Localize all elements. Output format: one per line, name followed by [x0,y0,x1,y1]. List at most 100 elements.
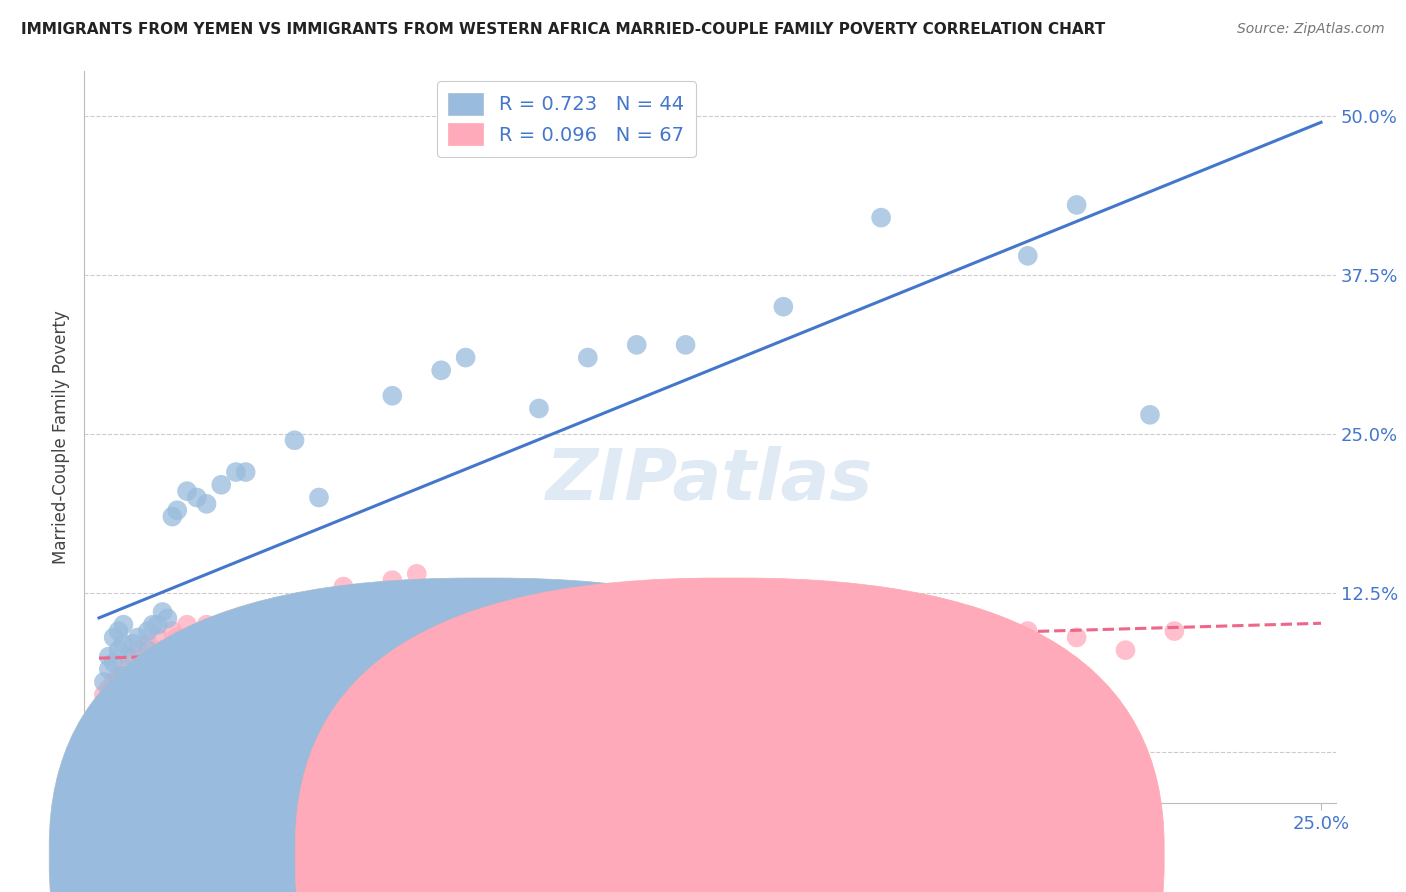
Point [132,656,155,670]
Y-axis label: Married-Couple Family Poverty: Married-Couple Family Poverty [52,310,70,564]
Point [420,637,443,651]
Point [112,688,135,702]
Point [186,491,208,505]
Point [117,668,139,682]
Point [332,580,354,594]
Point [112,668,135,682]
Point [112,662,135,676]
Point [136,637,159,651]
Point [274,637,297,651]
Point [93,706,115,721]
Point [93,675,115,690]
Legend: R = 0.723   N = 44, R = 0.096   N = 67: R = 0.723 N = 44, R = 0.096 N = 67 [437,81,696,157]
Point [322,624,344,638]
Point [103,675,125,690]
Point [136,643,159,657]
Point [122,637,145,651]
Point [381,573,404,587]
Point [225,465,247,479]
Point [146,617,169,632]
Point [186,631,208,645]
Point [772,649,794,664]
Point [967,637,990,651]
Point [235,611,257,625]
Point [527,401,550,416]
Point [308,491,330,505]
Point [142,617,165,632]
Point [107,681,129,696]
Point [381,389,404,403]
Point [97,662,120,676]
Point [235,465,257,479]
Point [772,300,794,314]
Point [162,624,184,638]
Point [626,662,648,676]
Point [93,688,115,702]
Point [405,566,427,581]
Point [176,484,198,499]
Point [180,643,202,657]
Point [1115,643,1137,657]
Point [600,643,623,657]
Point [503,751,526,765]
Point [298,631,321,645]
Point [918,643,941,657]
Point [576,351,599,365]
Point [127,643,149,657]
Point [112,637,135,651]
Text: IMMIGRANTS FROM YEMEN VS IMMIGRANTS FROM WESTERN AFRICA MARRIED-COUPLE FAMILY PO: IMMIGRANTS FROM YEMEN VS IMMIGRANTS FROM… [21,22,1105,37]
Point [195,617,218,632]
Point [1017,249,1039,263]
Point [249,631,271,645]
Point [162,649,184,664]
Point [136,624,159,638]
Point [454,643,477,657]
Point [136,656,159,670]
Point [117,649,139,664]
Point [357,624,380,638]
Point [97,649,120,664]
Point [675,338,697,352]
Point [166,631,188,645]
Point [503,649,526,664]
Text: Source: ZipAtlas.com: Source: ZipAtlas.com [1237,22,1385,37]
Text: ZIPatlas: ZIPatlas [547,447,873,516]
Point [527,662,550,676]
Point [97,700,120,714]
Point [162,509,184,524]
Point [103,631,125,645]
Point [146,631,169,645]
Point [107,668,129,682]
Point [1163,624,1185,638]
Point [156,656,179,670]
Point [132,675,155,690]
Point [576,631,599,645]
Point [122,649,145,664]
Point [259,624,281,638]
Point [107,624,129,638]
Point [430,363,453,377]
Point [430,624,453,638]
Point [821,662,844,676]
Point [347,637,370,651]
Text: Immigrants from Yemen: Immigrants from Yemen [506,854,690,868]
Point [156,611,179,625]
Point [219,624,242,638]
Point [723,637,745,651]
Point [675,624,697,638]
Point [117,668,139,682]
Point [195,497,218,511]
Point [103,656,125,670]
Point [209,477,232,491]
Point [209,637,232,651]
Point [391,631,413,645]
Point [117,681,139,696]
Point [283,617,305,632]
Point [870,211,893,225]
Point [127,662,149,676]
Point [142,649,165,664]
Point [1139,408,1161,422]
Point [152,605,174,619]
Point [1066,198,1088,212]
Point [97,681,120,696]
